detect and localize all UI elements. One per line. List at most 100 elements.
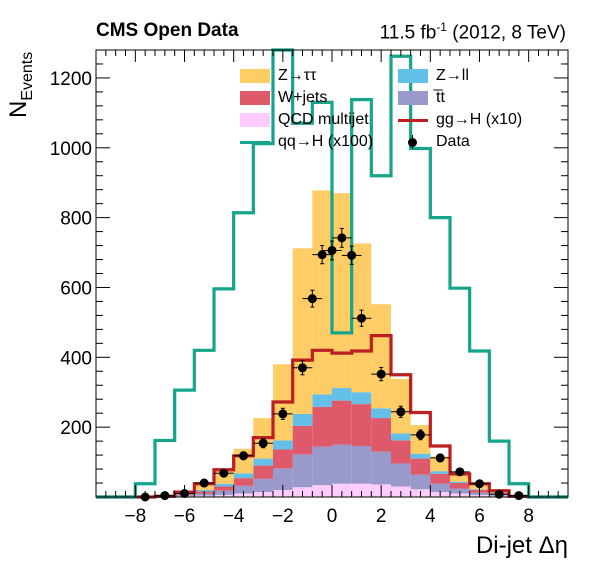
y-axis-label-sub: Events [19,52,36,101]
bar-3-11 [312,394,332,407]
legend-swatch [240,113,270,127]
bar-2-17 [430,473,450,484]
x-tick-label: −6 [174,506,196,527]
bar-1-16 [410,474,431,490]
legend-label: t̅t [436,89,445,106]
legend-label: gg→H (x10) [436,111,523,128]
bar-3-15 [391,433,411,441]
bar-4-11 [312,190,332,395]
bar-1-10 [292,454,313,488]
data-point-11 [327,245,337,255]
bar-3-14 [371,408,391,419]
bar-2-6 [214,486,234,491]
bar-1-13 [351,446,372,484]
legend-label: Z→ττ [278,67,317,84]
bar-3-6 [214,483,234,487]
bar-3-12 [332,388,352,401]
data-point-14 [357,313,366,323]
bar-1-8 [253,478,273,493]
luminosity-label: 11.5 fb-1 (2012, 8 TeV) [380,20,566,44]
legend-label: QCD multijet [278,111,369,128]
legend-label: qq→H (x100) [278,133,374,150]
y-axis-label-main: N [5,101,32,118]
data-point-16 [396,407,406,417]
legend-entry: Data [398,132,470,152]
bar-2-18 [450,483,470,489]
legend-entry: Z→ll [398,66,469,86]
legend-swatch [398,69,428,83]
lumi-prefix: 11.5 fb [379,22,437,44]
bar-4-10 [292,248,313,414]
legend-swatch [240,91,270,105]
bar-1-7 [233,485,254,494]
bar-1-17 [430,483,450,493]
legend-swatch [398,91,428,105]
data-point-7 [278,409,288,419]
bar-0-12 [332,483,352,497]
x-tick-label: 0 [327,506,338,527]
data-point-18 [435,453,445,463]
x-tick-label: 2 [376,506,387,527]
bar-3-16 [410,453,431,459]
data-point-8 [298,363,307,373]
bar-3-18 [450,481,470,484]
data-point-17 [416,430,425,440]
legend-entry: Z→ττ [240,66,316,86]
bar-2-11 [312,406,332,447]
x-tick-label: −2 [272,506,294,527]
bar-3-7 [233,473,254,479]
bar-2-15 [391,440,411,464]
y-tick-label: 400 [60,348,92,369]
bar-4-14 [371,304,391,409]
bar-1-11 [312,446,332,486]
x-tick-label: 4 [425,506,436,527]
y-axis-label: NEvents [5,52,36,118]
y-tick-label: 800 [60,209,92,230]
bar-4-18 [450,473,470,482]
legend-entry: W+jets [240,88,327,108]
experiment-label: CMS Open Data [96,20,239,41]
legend-label: Z→ll [436,67,469,84]
bar-4-12 [332,193,352,389]
data-point-12 [337,233,347,243]
lumi-sup: -1 [436,20,447,34]
bar-1-9 [273,468,293,491]
data-point-13 [347,250,357,260]
legend: Z→ττ Z→ll W+jets t̅t QCD multijet gg→H (x10) q… [240,66,560,158]
data-point-10 [317,250,327,260]
bar-2-9 [273,449,293,469]
legend-swatch [398,113,428,127]
data-point-3 [199,478,209,488]
x-tick-label: −8 [124,506,146,527]
y-tick-label: 200 [60,418,92,439]
legend-entry: QCD multijet [240,110,369,130]
bar-2-12 [332,400,352,445]
data-point-4 [219,468,229,478]
bar-0-13 [351,483,372,497]
bar-2-10 [292,425,313,455]
data-point-5 [239,451,248,461]
bar-2-16 [410,458,431,475]
legend-swatch [240,135,270,149]
legend-entry: t̅t [398,88,445,108]
legend-label: Data [436,133,470,150]
bar-1-14 [371,451,391,485]
data-point-19 [455,467,465,477]
bar-1-15 [391,463,411,487]
data-point-20 [475,479,484,489]
legend-swatch [240,69,270,83]
legend-entry: gg→H (x10) [398,110,522,130]
bar-4-17 [430,456,450,472]
bar-3-10 [292,413,313,426]
x-tick-label: 6 [474,506,485,527]
legend-label: W+jets [278,89,328,106]
series-line-1 [96,48,568,499]
legend-swatch [398,135,428,149]
svg-text:NEvents: NEvents [5,52,36,118]
x-tick-label: 8 [523,506,534,527]
y-tick-label: 1200 [50,69,92,90]
bar-3-9 [273,440,293,450]
bar-3-13 [351,392,372,405]
lumi-suffix: (2012, 8 TeV) [446,22,566,44]
bar-3-8 [253,458,273,466]
